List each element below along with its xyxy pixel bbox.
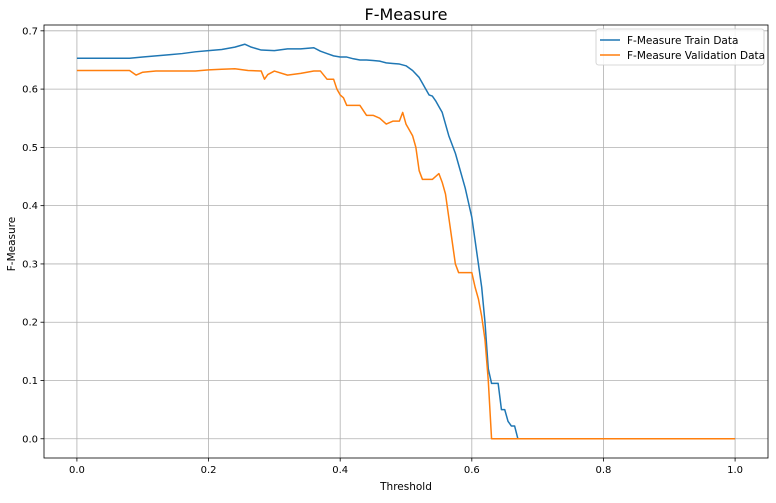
y-tick-label: 0.4 <box>22 201 38 212</box>
series-line-validation <box>76 67 736 440</box>
y-axis-label: F-Measure <box>6 217 18 271</box>
y-tick-label: 0.3 <box>22 259 38 270</box>
y-tick-label: 0.5 <box>22 143 38 154</box>
y-tick-label: 0.2 <box>22 318 38 329</box>
y-tick-label: 0.0 <box>22 434 38 445</box>
y-tick-label: 0.1 <box>22 376 38 387</box>
series-layer <box>76 43 736 440</box>
x-tick-label: 0.6 <box>464 465 480 476</box>
x-tick-label: 1.0 <box>727 465 743 476</box>
y-tick-label: 0.7 <box>22 26 38 37</box>
legend-label: F-Measure Train Data <box>627 35 738 47</box>
chart-title: F-Measure <box>365 5 448 24</box>
y-tick-label: 0.6 <box>22 85 38 96</box>
x-tick-label: 0.0 <box>69 465 85 476</box>
series-line-train <box>76 43 736 440</box>
legend-label: F-Measure Validation Data <box>627 50 765 62</box>
x-tick-label: 0.8 <box>596 465 612 476</box>
grid-layer <box>44 25 768 458</box>
legend-box <box>595 28 765 66</box>
plot-frame <box>43 24 769 459</box>
tick-layer: 0.0 0.2 0.4 0.6 0.8 1.0 0.0 0.1 0.2 0.3 0.4 0.5 0.6 0… <box>22 26 743 476</box>
x-axis-label: Threshold <box>379 481 432 493</box>
legend: F-Measure Train Data F-Measure Validation… <box>595 28 765 66</box>
x-tick-label: 0.4 <box>332 465 348 476</box>
x-tick-label: 0.2 <box>201 465 217 476</box>
